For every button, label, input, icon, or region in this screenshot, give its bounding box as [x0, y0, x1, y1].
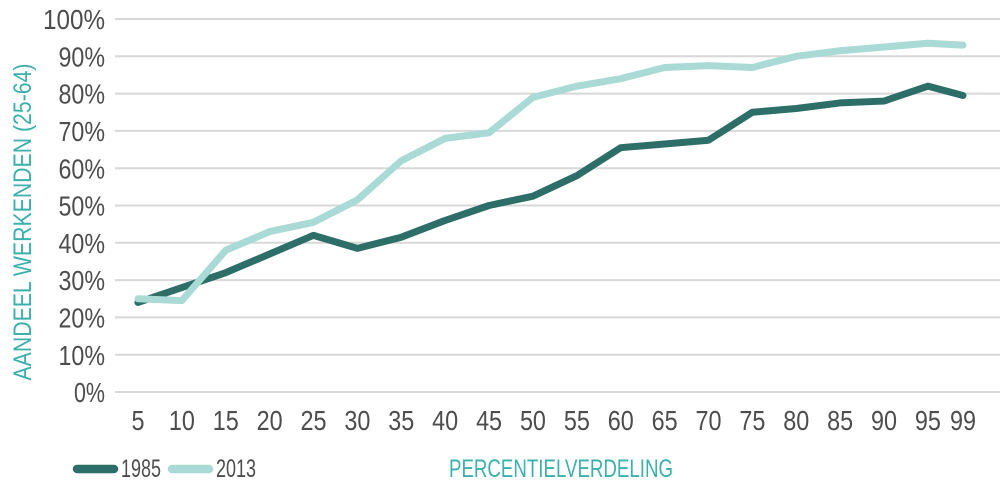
y-tick-label: 30%	[59, 265, 106, 296]
y-tick-label: 20%	[59, 302, 106, 333]
y-axis-title: AANDEEL WERKENDEN (25-64)	[9, 64, 37, 381]
x-tick-label: 25	[301, 405, 327, 436]
gridlines	[115, 18, 1000, 393]
x-tick-label: 95	[915, 405, 941, 436]
y-tick-label: 10%	[59, 340, 106, 371]
x-tick-label: 90	[871, 405, 897, 436]
series-line-1985	[134, 82, 967, 306]
x-tick-label: 5	[132, 405, 145, 436]
x-tick-label: 70	[695, 405, 721, 436]
x-tick-label: 10	[169, 405, 195, 436]
series-line-2013	[134, 39, 967, 305]
x-tick-label: 60	[608, 405, 634, 436]
y-tick-label: 0%	[74, 377, 105, 408]
x-tick-label: 65	[652, 405, 678, 436]
x-tick-label: 35	[388, 405, 414, 436]
x-tick-label: 50	[520, 405, 546, 436]
legend-label-2013: 2013	[216, 455, 256, 483]
y-tick-label: 100%	[43, 4, 105, 35]
x-tick-label: 40	[432, 405, 458, 436]
x-tick-labels: 5 10 15 20 25 30 35 40 45 50 55 60 65 70 75 80 85 90 95 99	[132, 405, 977, 436]
y-tick-label: 60%	[59, 153, 106, 184]
x-axis-title: PERCENTIELVERDELING	[449, 455, 673, 483]
x-tick-label: 99	[950, 405, 976, 436]
y-tick-labels: 0% 10% 20% 30% 40% 50% 60% 70% 80% 90% 100%	[43, 4, 105, 408]
legend: 1985 2013	[72, 455, 256, 483]
legend-label-1985: 1985	[121, 455, 161, 483]
x-tick-label: 15	[213, 405, 239, 436]
y-tick-label: 70%	[59, 116, 106, 147]
x-tick-label: 45	[476, 405, 502, 436]
y-tick-label: 90%	[59, 41, 106, 72]
y-tick-label: 50%	[59, 191, 106, 222]
x-tick-label: 85	[827, 405, 853, 436]
y-tick-label: 40%	[59, 228, 106, 259]
x-tick-label: 30	[344, 405, 370, 436]
x-tick-label: 55	[564, 405, 590, 436]
series-lines	[134, 39, 967, 306]
x-tick-label: 75	[739, 405, 765, 436]
x-tick-label: 20	[257, 405, 283, 436]
y-tick-label: 80%	[59, 79, 106, 110]
x-tick-label: 80	[783, 405, 809, 436]
